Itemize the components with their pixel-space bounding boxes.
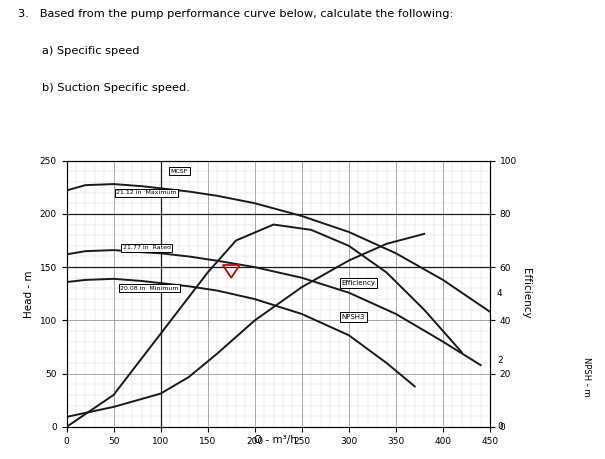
Text: a) Specific speed: a) Specific speed	[42, 46, 140, 56]
Text: 4: 4	[497, 289, 503, 298]
Text: 20.08 in  Minimum: 20.08 in Minimum	[120, 286, 178, 291]
Text: 3.   Based from the pump performance curve below, calculate the following:: 3. Based from the pump performance curve…	[18, 9, 454, 19]
Text: 2: 2	[497, 356, 503, 365]
Text: Q - m³/h: Q - m³/h	[254, 435, 296, 445]
Text: Efficiency: Efficiency	[341, 280, 375, 286]
Text: NPSH3: NPSH3	[342, 314, 365, 320]
Text: 0: 0	[497, 422, 503, 431]
Y-axis label: Efficiency: Efficiency	[521, 269, 531, 319]
Text: 21.77 in  Rated: 21.77 in Rated	[123, 246, 171, 251]
Y-axis label: Head - m: Head - m	[24, 270, 34, 318]
Text: NPSH - m: NPSH - m	[583, 357, 591, 396]
Text: 21.12 in  Maximum: 21.12 in Maximum	[116, 190, 177, 195]
Text: MCSF: MCSF	[171, 169, 188, 174]
Text: b) Suction Specific speed.: b) Suction Specific speed.	[42, 83, 190, 93]
